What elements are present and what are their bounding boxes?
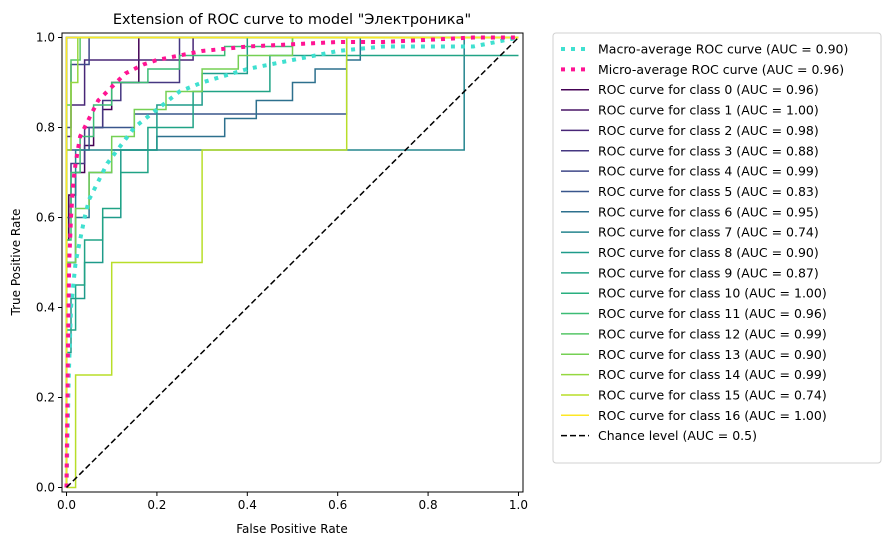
plot-series <box>64 35 520 489</box>
y-tick-label: 1.0 <box>36 31 55 45</box>
legend-entry-label: ROC curve for class 15 (AUC = 0.74) <box>598 387 827 402</box>
series-line-11 <box>65 54 519 488</box>
legend-entry-label: Micro-average ROC curve (AUC = 0.96) <box>598 62 844 77</box>
legend-entry-label: ROC curve for class 3 (AUC = 0.88) <box>598 143 819 158</box>
legend-entry-label: ROC curve for class 0 (AUC = 0.96) <box>598 82 819 97</box>
legend-entry-label: ROC curve for class 2 (AUC = 0.98) <box>598 123 819 138</box>
x-tick-label: 0.4 <box>238 498 257 512</box>
y-tick-label: 0.6 <box>36 211 55 225</box>
x-tick-label: 0.2 <box>147 498 166 512</box>
legend-entry-label: ROC curve for class 6 (AUC = 0.95) <box>598 204 819 219</box>
y-tick-label: 0.0 <box>36 481 55 495</box>
x-tick-label: 0.6 <box>328 498 347 512</box>
chart-title: Extension of ROC curve to model "Электро… <box>113 12 471 28</box>
x-axis-ticks: 0.0 0.2 0.4 0.6 0.8 1.0 <box>57 492 528 512</box>
legend-entry-label: ROC curve for class 8 (AUC = 0.90) <box>598 245 819 260</box>
series-line-0 <box>64 35 519 488</box>
legend-entry-label: ROC curve for class 10 (AUC = 1.00) <box>598 286 827 301</box>
legend-entry-label: ROC curve for class 13 (AUC = 0.90) <box>598 347 827 362</box>
legend-frame <box>552 32 882 464</box>
y-tick-label: 0.8 <box>36 121 55 135</box>
x-tick-label: 1.0 <box>509 498 528 512</box>
legend-entry-label: ROC curve for class 5 (AUC = 0.83) <box>598 184 819 199</box>
y-axis-label: True Positive Rate <box>9 209 23 317</box>
legend-entry-label: Macro-average ROC curve (AUC = 0.90) <box>598 42 848 57</box>
legend-entry-label: ROC curve for class 1 (AUC = 1.00) <box>598 103 819 118</box>
series-line-19 <box>65 36 520 489</box>
x-tick-label: 0.0 <box>57 498 76 512</box>
legend-entry-label: ROC curve for class 9 (AUC = 0.87) <box>598 265 819 280</box>
legend-entry-label: ROC curve for class 4 (AUC = 0.99) <box>598 164 819 179</box>
legend-entry-label: ROC curve for class 16 (AUC = 1.00) <box>598 408 827 423</box>
plot-frame <box>61 32 524 493</box>
x-tick-label: 0.8 <box>419 498 438 512</box>
y-axis-ticks: 0.0 0.2 0.4 0.6 0.8 1.0 <box>36 31 62 495</box>
legend-entry-label: ROC curve for class 7 (AUC = 0.74) <box>598 225 819 240</box>
legend-entry-label: Chance level (AUC = 0.5) <box>598 428 757 443</box>
legend: Macro-average ROC curve (AUC = 0.90) Micr… <box>552 32 882 464</box>
y-tick-label: 0.2 <box>36 391 55 405</box>
legend-entry-label: ROC curve for class 11 (AUC = 0.96) <box>598 306 827 321</box>
x-axis-label: False Positive Rate <box>236 522 348 536</box>
legend-entry-label: ROC curve for class 14 (AUC = 0.99) <box>598 367 827 382</box>
series-line-15 <box>65 36 519 488</box>
series-line-1 <box>64 35 519 488</box>
y-tick-label: 0.4 <box>36 301 55 315</box>
series-line-4 <box>65 36 519 488</box>
series-line-13 <box>65 36 519 488</box>
legend-entry-label: ROC curve for class 12 (AUC = 0.99) <box>598 326 827 341</box>
series-line-17 <box>66 36 519 489</box>
series-line-18 <box>65 36 519 488</box>
